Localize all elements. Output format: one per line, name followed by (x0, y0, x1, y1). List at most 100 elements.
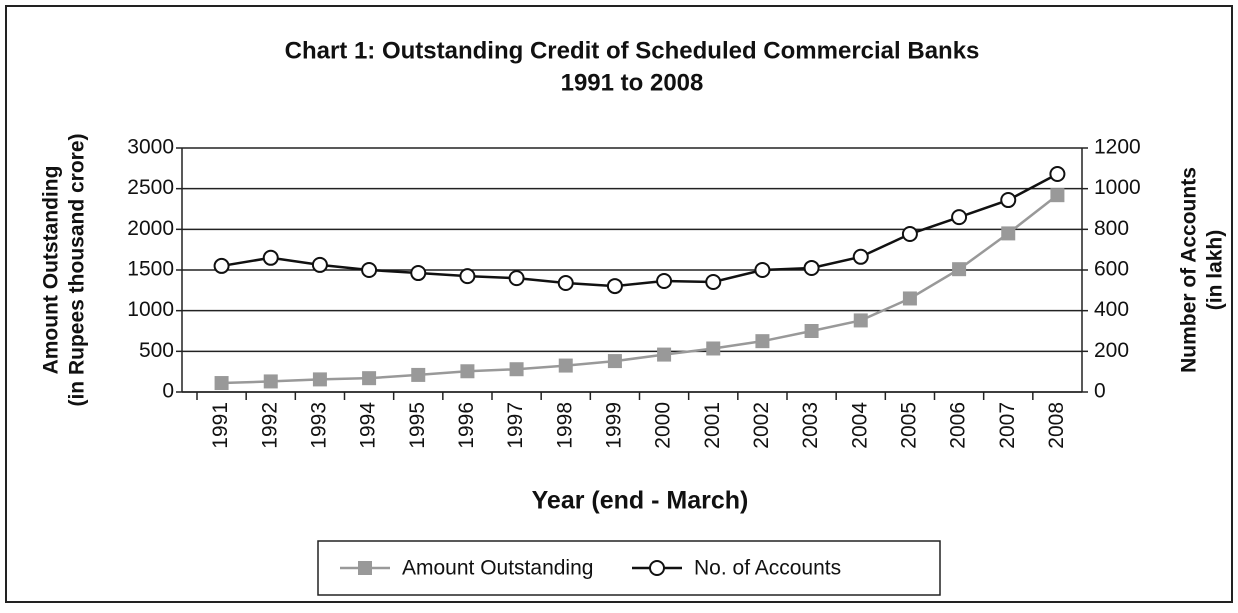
x-tick-group: 2001 (701, 402, 724, 449)
marker (262, 249, 279, 266)
series-line (221, 194, 1059, 385)
x-tick-group: 1993 (307, 402, 330, 449)
x-tick-group: 1995 (406, 402, 429, 449)
y-tick-label: 1500 (127, 258, 174, 281)
y2-tick-label: 1200 (1094, 136, 1141, 159)
marker (657, 347, 672, 362)
x-tick-label: 2000 (652, 402, 675, 449)
x-tick-group: 1994 (357, 402, 380, 449)
x-tick-label: 2002 (750, 402, 773, 449)
x-tick-label: 1999 (602, 402, 625, 449)
x-tick-label: 2004 (848, 402, 871, 449)
marker (361, 262, 378, 278)
x-tick-group: 2007 (996, 402, 1019, 449)
y-tick-label: 2500 (127, 176, 174, 199)
y2-tick-label: 200 (1094, 339, 1129, 362)
x-tick-label: 1995 (406, 402, 429, 449)
x-tick-label: 1991 (209, 402, 232, 449)
x-tick-group: 2003 (799, 402, 822, 449)
marker (410, 265, 427, 282)
marker (1000, 192, 1017, 209)
marker (362, 371, 377, 386)
x-tick-label: 2005 (897, 402, 920, 449)
marker (1049, 166, 1066, 183)
x-tick-group: 1998 (553, 402, 576, 449)
marker (803, 259, 820, 276)
chart-subtitle: 1991 to 2008 (561, 69, 704, 96)
y2-tick-label: 400 (1094, 298, 1129, 321)
frame (5, 5, 1233, 603)
x-tick-group: 2008 (1045, 402, 1068, 449)
marker (852, 248, 869, 265)
x-tick-group: 2002 (750, 402, 773, 449)
x-tick-label: 2006 (947, 402, 970, 449)
y2-tick-label: 800 (1094, 217, 1129, 240)
y-tick-label: 2000 (127, 217, 174, 240)
x-tick-label: 1992 (258, 402, 281, 449)
x-tick-group: 1999 (602, 402, 625, 449)
marker (509, 362, 524, 377)
marker (558, 358, 573, 373)
marker (214, 376, 229, 391)
marker (1050, 188, 1065, 203)
x-tick-label: 1993 (307, 402, 330, 449)
x-tick-group: 1992 (258, 402, 281, 449)
y2-tick-label: 0 (1094, 380, 1106, 403)
marker (557, 275, 574, 292)
y2-tick-label: 600 (1094, 258, 1129, 281)
x-tick-label: 2007 (996, 402, 1019, 449)
x-tick-group: 1997 (504, 402, 527, 449)
legend-marker (358, 561, 372, 575)
x-tick-label: 2008 (1045, 402, 1068, 449)
y-tick-label: 0 (162, 380, 174, 403)
legend-label: No. of Accounts (694, 557, 841, 580)
marker (411, 367, 426, 382)
marker (607, 354, 622, 369)
marker (952, 262, 967, 277)
x-tick-label: 1998 (553, 402, 576, 449)
y2-axis-label: Number of Accounts (1178, 167, 1201, 373)
marker (754, 262, 771, 278)
legend-marker (649, 560, 665, 576)
marker (706, 341, 721, 356)
marker (853, 313, 868, 328)
y-tick-label: 3000 (127, 136, 174, 159)
series-line (221, 172, 1059, 288)
marker (951, 209, 968, 226)
x-tick-label: 2003 (799, 402, 822, 449)
y-tick-label: 500 (139, 339, 174, 362)
marker (1001, 226, 1016, 241)
x-tick-label: 1996 (455, 402, 478, 449)
x-tick-group: 2004 (848, 402, 871, 449)
marker (263, 374, 278, 389)
marker (213, 257, 230, 274)
marker (312, 372, 327, 387)
x-tick-label: 2001 (701, 402, 724, 449)
x-tick-group: 2005 (897, 402, 920, 449)
x-tick-group: 2006 (947, 402, 970, 449)
marker (755, 334, 770, 349)
x-tick-label: 1994 (357, 402, 380, 449)
x-tick-group: 1996 (455, 402, 478, 449)
y-axis-label: Amount Outstanding (40, 166, 63, 375)
marker (804, 324, 819, 338)
marker (656, 272, 673, 289)
y-axis-label: (in Rupees thousand crore) (66, 133, 89, 406)
x-axis-label: Year (end - March) (532, 487, 749, 515)
y2-tick-label: 1000 (1094, 176, 1141, 199)
legend-box (317, 540, 941, 596)
chart-title: Chart 1: Outstanding Credit of Scheduled… (285, 37, 980, 64)
y2-axis-label: (in lakh) (1204, 230, 1227, 311)
x-tick-label: 1997 (504, 402, 527, 449)
marker (508, 270, 525, 287)
marker (705, 273, 722, 290)
marker (459, 268, 476, 285)
marker (606, 278, 623, 295)
legend-label: Amount Outstanding (402, 557, 593, 580)
y-tick-label: 1000 (127, 298, 174, 321)
x-tick-group: 1991 (209, 402, 232, 449)
marker (311, 256, 328, 273)
marker (902, 291, 917, 306)
x-tick-group: 2000 (652, 402, 675, 449)
